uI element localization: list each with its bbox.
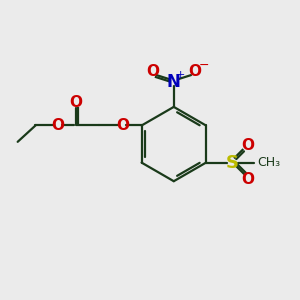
Text: O: O [242, 172, 255, 188]
Text: CH₃: CH₃ [257, 156, 280, 169]
Text: O: O [242, 138, 255, 153]
Text: S: S [226, 154, 239, 172]
Text: O: O [70, 95, 83, 110]
Text: O: O [116, 118, 129, 133]
Text: −: − [198, 58, 209, 71]
Text: O: O [146, 64, 159, 79]
Text: N: N [167, 73, 181, 91]
Text: O: O [189, 64, 202, 79]
Text: O: O [51, 118, 64, 133]
Text: +: + [176, 70, 185, 80]
